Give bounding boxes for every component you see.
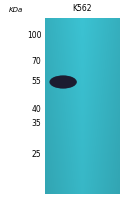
Ellipse shape bbox=[52, 77, 74, 87]
Text: K562: K562 bbox=[72, 4, 92, 13]
Ellipse shape bbox=[54, 78, 72, 86]
Ellipse shape bbox=[52, 77, 74, 87]
Text: KDa: KDa bbox=[9, 7, 23, 13]
Ellipse shape bbox=[49, 75, 77, 89]
Ellipse shape bbox=[51, 76, 76, 88]
Text: 100: 100 bbox=[27, 30, 41, 40]
Ellipse shape bbox=[50, 76, 76, 88]
Text: 25: 25 bbox=[32, 150, 41, 159]
Ellipse shape bbox=[56, 79, 70, 85]
Ellipse shape bbox=[53, 77, 73, 87]
Text: 55: 55 bbox=[32, 77, 41, 86]
Text: 40: 40 bbox=[32, 104, 41, 114]
Text: 70: 70 bbox=[32, 56, 41, 66]
Text: 35: 35 bbox=[32, 119, 41, 128]
Ellipse shape bbox=[54, 78, 72, 86]
Ellipse shape bbox=[51, 76, 75, 88]
